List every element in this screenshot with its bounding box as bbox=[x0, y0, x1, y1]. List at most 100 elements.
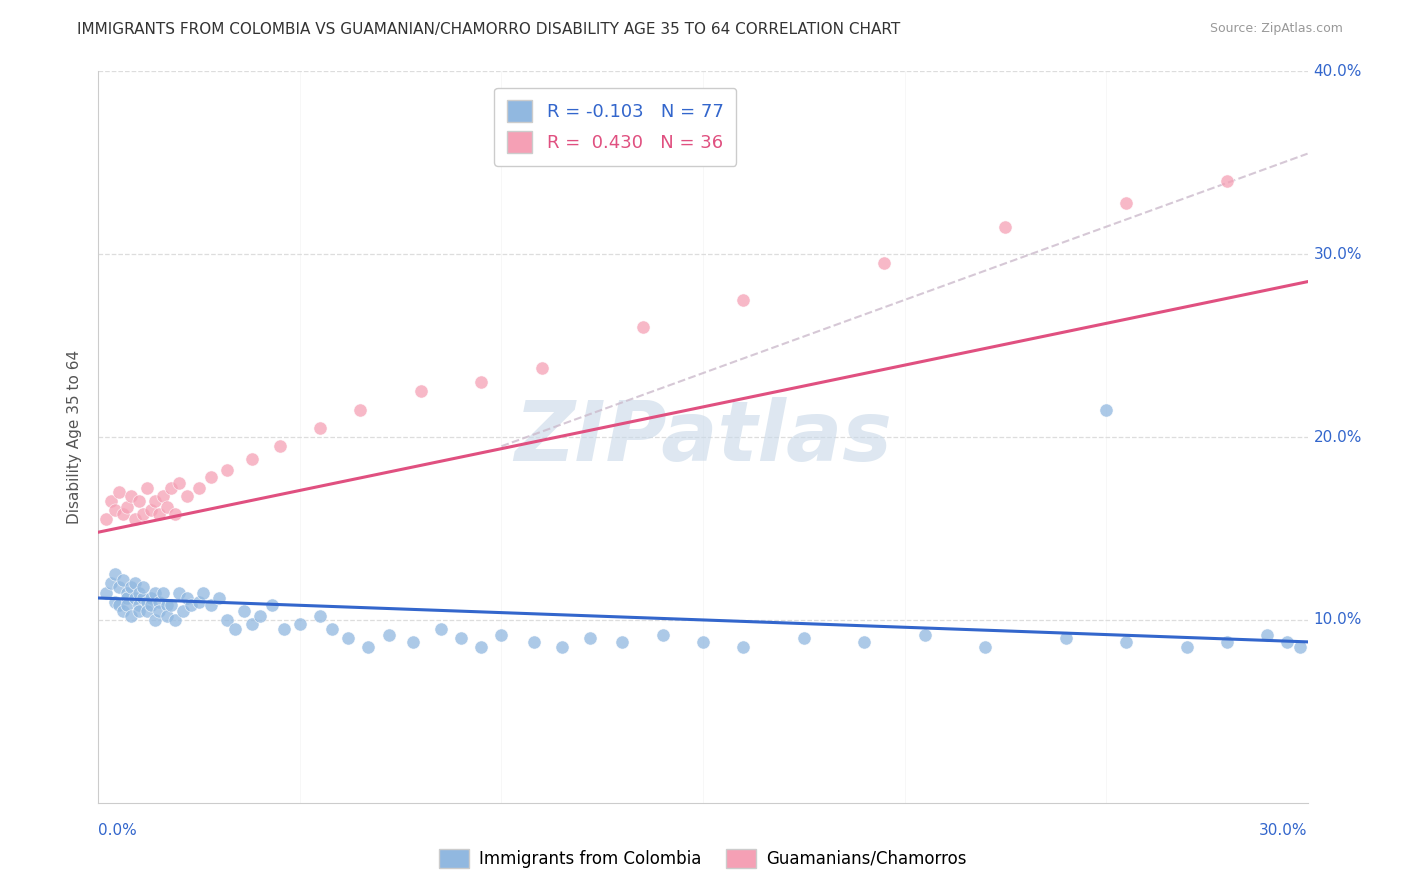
Point bbox=[217, 463, 239, 477]
Point bbox=[120, 580, 142, 594]
Point bbox=[523, 635, 546, 649]
Legend: Immigrants from Colombia, Guamanians/Chamorros: Immigrants from Colombia, Guamanians/Cha… bbox=[433, 842, 973, 875]
Point bbox=[188, 481, 211, 495]
Point bbox=[249, 609, 271, 624]
Point bbox=[337, 632, 360, 646]
Point bbox=[167, 585, 190, 599]
Point bbox=[612, 635, 634, 649]
Point bbox=[260, 599, 283, 613]
Point bbox=[156, 609, 179, 624]
Point bbox=[156, 599, 179, 613]
Point bbox=[100, 576, 122, 591]
Point bbox=[172, 604, 194, 618]
Point bbox=[160, 599, 183, 613]
Point bbox=[1277, 635, 1299, 649]
Text: 30.0%: 30.0% bbox=[1313, 247, 1362, 261]
Point bbox=[115, 591, 138, 605]
Point bbox=[135, 594, 157, 608]
Point bbox=[103, 567, 125, 582]
Point bbox=[1175, 640, 1198, 655]
Point bbox=[176, 591, 198, 605]
Point bbox=[148, 604, 170, 618]
Point bbox=[115, 500, 138, 514]
Point bbox=[124, 576, 146, 591]
Point bbox=[974, 640, 997, 655]
Point bbox=[733, 293, 755, 307]
Point bbox=[111, 604, 134, 618]
Point bbox=[1095, 402, 1118, 417]
Text: 10.0%: 10.0% bbox=[1313, 613, 1362, 627]
Point bbox=[1115, 196, 1137, 211]
Point bbox=[156, 500, 179, 514]
Point bbox=[103, 594, 125, 608]
Point bbox=[200, 470, 222, 484]
Point bbox=[115, 599, 138, 613]
Point bbox=[124, 512, 146, 526]
Point bbox=[107, 580, 129, 594]
Point bbox=[128, 604, 150, 618]
Point bbox=[321, 622, 343, 636]
Point bbox=[163, 613, 186, 627]
Point bbox=[180, 599, 202, 613]
Text: 20.0%: 20.0% bbox=[1313, 430, 1362, 444]
Point bbox=[357, 640, 380, 655]
Point bbox=[176, 489, 198, 503]
Point bbox=[288, 616, 311, 631]
Point bbox=[994, 219, 1017, 234]
Point bbox=[1216, 174, 1239, 188]
Point bbox=[692, 635, 714, 649]
Point bbox=[124, 591, 146, 605]
Point bbox=[107, 599, 129, 613]
Point bbox=[193, 585, 215, 599]
Point bbox=[188, 594, 211, 608]
Text: Source: ZipAtlas.com: Source: ZipAtlas.com bbox=[1209, 22, 1343, 36]
Point bbox=[450, 632, 472, 646]
Point bbox=[402, 635, 425, 649]
Point bbox=[551, 640, 574, 655]
Point bbox=[128, 599, 150, 613]
Point bbox=[470, 375, 492, 389]
Point bbox=[139, 599, 162, 613]
Point bbox=[100, 494, 122, 508]
Point bbox=[132, 507, 155, 521]
Point bbox=[240, 616, 263, 631]
Point bbox=[470, 640, 492, 655]
Point bbox=[200, 599, 222, 613]
Point bbox=[208, 591, 231, 605]
Point bbox=[579, 632, 602, 646]
Point bbox=[269, 439, 291, 453]
Point bbox=[148, 594, 170, 608]
Point bbox=[1288, 640, 1310, 655]
Point bbox=[733, 640, 755, 655]
Point bbox=[143, 494, 166, 508]
Text: 0.0%: 0.0% bbox=[98, 823, 138, 838]
Point bbox=[96, 512, 118, 526]
Point bbox=[135, 604, 157, 618]
Point bbox=[163, 507, 186, 521]
Point bbox=[224, 622, 246, 636]
Text: 40.0%: 40.0% bbox=[1313, 64, 1362, 78]
Text: 30.0%: 30.0% bbox=[1260, 823, 1308, 838]
Point bbox=[853, 635, 876, 649]
Point bbox=[120, 609, 142, 624]
Point bbox=[1054, 632, 1077, 646]
Point bbox=[631, 320, 654, 334]
Point bbox=[349, 402, 371, 417]
Point bbox=[132, 591, 155, 605]
Point bbox=[309, 421, 332, 435]
Point bbox=[143, 613, 166, 627]
Point bbox=[1256, 627, 1278, 641]
Point bbox=[273, 622, 295, 636]
Point bbox=[1115, 635, 1137, 649]
Point bbox=[530, 360, 553, 375]
Point bbox=[111, 573, 134, 587]
Point bbox=[139, 591, 162, 605]
Point bbox=[128, 494, 150, 508]
Point bbox=[377, 627, 399, 641]
Point bbox=[143, 585, 166, 599]
Point bbox=[135, 481, 157, 495]
Point bbox=[240, 452, 263, 467]
Point bbox=[409, 384, 432, 399]
Text: ZIPatlas: ZIPatlas bbox=[515, 397, 891, 477]
Y-axis label: Disability Age 35 to 64: Disability Age 35 to 64 bbox=[67, 350, 83, 524]
